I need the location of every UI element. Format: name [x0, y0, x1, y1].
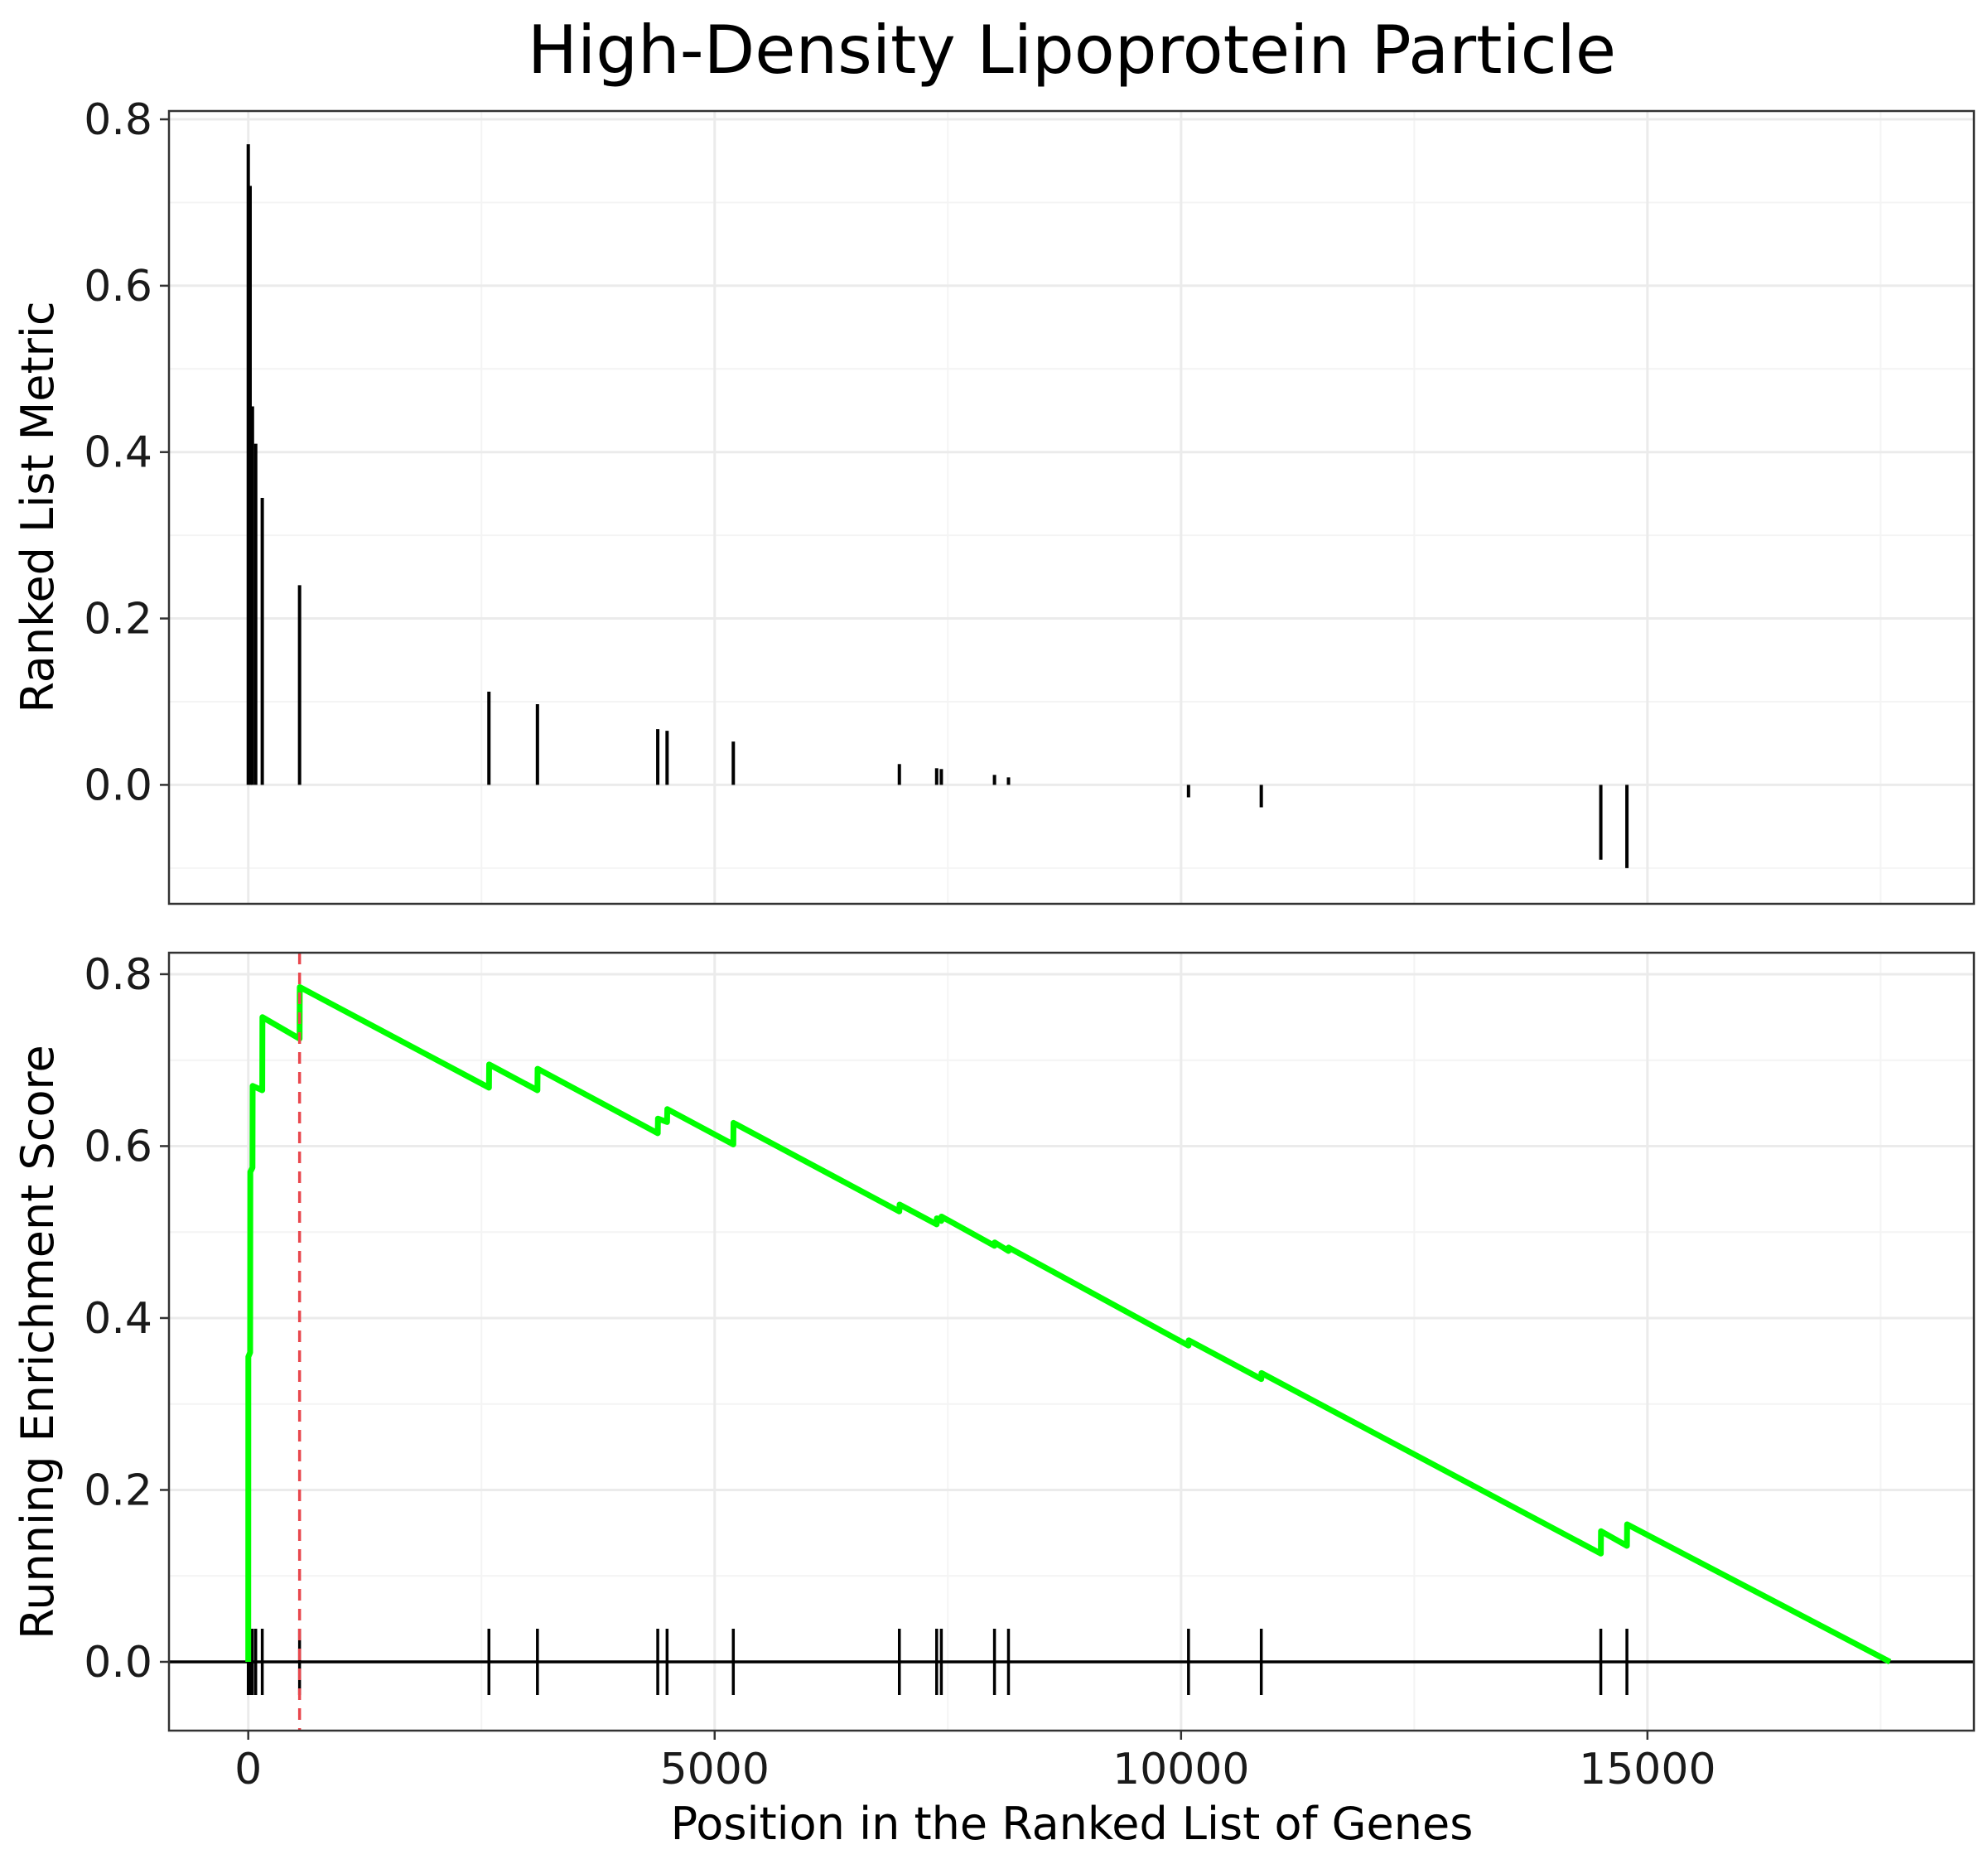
x-ticks: 0 5000 10000 15000 — [234, 1731, 1716, 1794]
x-axis-label: Position in the Ranked List of Genes — [671, 1798, 1474, 1850]
x-tick-label: 0 — [234, 1745, 262, 1794]
x-tick-label: 5000 — [660, 1745, 770, 1794]
metric-bars — [246, 144, 1629, 868]
bottom-panel: 0.0 0.2 0.4 0.6 0.8 0 5000 10000 15000 Running … — [12, 950, 1976, 1850]
bottom-y-ticks: 0.0 0.2 0.4 0.6 0.8 — [84, 950, 169, 1688]
y-tick-label: 0.4 — [84, 1294, 152, 1344]
enrichment-marks — [169, 953, 1974, 1731]
y-tick-label: 0.6 — [84, 262, 152, 311]
top-panel: 0.0 0.2 0.4 0.6 0.8 Ranked List Metric — [12, 95, 1976, 905]
top-panel-grid — [169, 111, 1974, 904]
y-tick-label: 0.2 — [84, 595, 152, 645]
y-tick-label: 0.6 — [84, 1122, 152, 1171]
top-y-axis-label: Ranked List Metric — [12, 301, 64, 712]
y-tick-label: 0.8 — [84, 95, 152, 145]
top-y-ticks: 0.0 0.2 0.4 0.6 0.8 — [84, 95, 169, 810]
bottom-panel-frame — [167, 951, 1976, 1732]
x-tick-label: 15000 — [1579, 1745, 1715, 1794]
y-tick-label: 0.4 — [84, 428, 152, 478]
running-es-line — [245, 984, 1892, 1665]
y-tick-label: 0.2 — [84, 1466, 152, 1515]
y-tick-label: 0.0 — [84, 761, 152, 810]
y-tick-label: 0.0 — [84, 1638, 152, 1688]
chart-title: High-Density Lipoprotein Particle — [528, 12, 1616, 89]
y-tick-label: 0.8 — [84, 950, 152, 1000]
top-panel-frame — [167, 109, 1976, 905]
bottom-panel-grid — [169, 953, 1974, 1731]
bottom-y-axis-label: Running Enrichment Score — [12, 1045, 64, 1639]
x-tick-label: 10000 — [1112, 1745, 1249, 1794]
